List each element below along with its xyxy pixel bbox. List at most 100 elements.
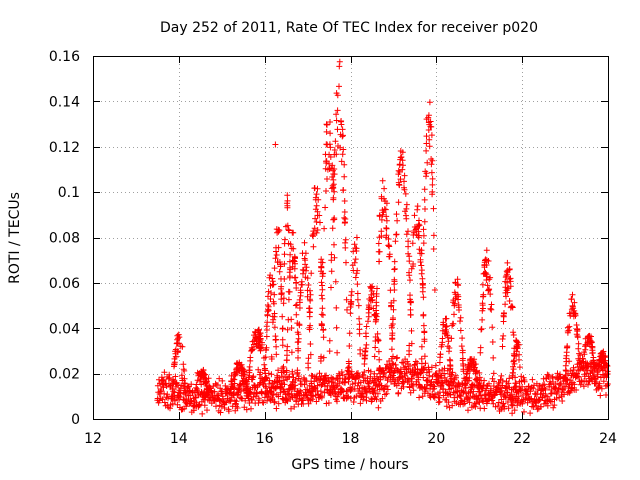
x-tick-label: 18 — [342, 431, 360, 447]
data-point — [429, 188, 436, 195]
data-point — [373, 293, 380, 300]
data-point — [322, 204, 329, 211]
data-point — [437, 351, 444, 358]
data-point — [169, 400, 176, 407]
data-point — [338, 121, 345, 128]
data-point — [316, 212, 323, 219]
data-point — [467, 390, 474, 396]
data-point — [391, 276, 398, 283]
data-point — [436, 389, 443, 396]
data-point — [598, 352, 605, 359]
data-point — [487, 305, 494, 312]
data-point — [365, 318, 371, 325]
data-point — [568, 296, 575, 302]
data-point — [311, 185, 318, 191]
data-point — [502, 274, 509, 281]
data-point — [354, 281, 361, 288]
data-point — [448, 375, 455, 382]
data-point — [421, 218, 428, 225]
data-point — [460, 368, 467, 375]
data-point — [482, 270, 489, 277]
data-point — [383, 383, 390, 389]
data-point — [354, 296, 361, 303]
data-point — [441, 374, 448, 381]
data-point — [287, 251, 294, 258]
data-point — [277, 384, 283, 391]
data-point — [530, 385, 537, 392]
data-point — [242, 397, 249, 404]
data-point — [274, 259, 281, 266]
data-point — [318, 279, 325, 286]
data-point — [269, 281, 276, 288]
data-point — [489, 324, 496, 331]
data-point — [330, 181, 337, 188]
data-point — [548, 390, 555, 397]
data-point — [539, 382, 546, 389]
data-point — [342, 236, 349, 243]
data-point — [405, 228, 411, 235]
data-point — [436, 359, 443, 366]
data-point — [334, 126, 341, 133]
data-point — [405, 238, 412, 245]
data-point — [376, 213, 383, 220]
data-point — [284, 222, 291, 229]
data-point — [401, 172, 408, 179]
data-point — [301, 239, 308, 246]
data-point — [354, 267, 361, 274]
data-point — [339, 126, 346, 133]
y-tick-label: 0 — [71, 412, 80, 428]
data-point — [445, 399, 452, 406]
data-point — [465, 407, 471, 414]
data-point — [442, 315, 449, 322]
data-point — [500, 400, 507, 407]
data-point — [348, 288, 355, 295]
data-point — [281, 251, 288, 258]
data-point — [303, 264, 310, 271]
data-point — [457, 318, 463, 325]
data-point — [362, 330, 369, 337]
data-point — [328, 257, 335, 264]
data-point — [271, 265, 278, 272]
data-point — [311, 378, 318, 385]
data-point — [500, 332, 507, 339]
data-point — [580, 358, 587, 365]
data-point — [247, 357, 254, 364]
data-point — [518, 373, 525, 380]
data-point — [410, 229, 417, 236]
data-point — [435, 394, 442, 401]
data-point — [339, 151, 346, 158]
data-point — [504, 259, 511, 266]
data-point — [506, 375, 513, 382]
data-point — [426, 99, 433, 106]
data-point — [382, 198, 389, 205]
data-point — [288, 349, 295, 356]
data-point — [378, 195, 385, 202]
data-point — [596, 357, 603, 364]
data-point — [213, 403, 219, 410]
data-point — [426, 143, 433, 150]
data-point — [272, 255, 279, 262]
data-point — [363, 389, 370, 396]
data-point — [511, 407, 518, 414]
data-point — [332, 138, 339, 145]
data-point — [448, 335, 455, 342]
data-point — [407, 277, 413, 284]
data-point — [534, 386, 541, 393]
data-point — [280, 295, 287, 302]
data-point — [566, 310, 573, 317]
data-point — [431, 287, 438, 293]
data-point — [420, 312, 427, 319]
data-point — [575, 367, 582, 374]
data-point — [403, 205, 410, 212]
data-point — [238, 367, 245, 374]
data-point — [259, 390, 265, 397]
data-point — [391, 287, 398, 293]
data-point — [301, 381, 308, 388]
data-point — [403, 231, 410, 238]
data-point — [530, 404, 537, 410]
data-point — [385, 236, 392, 242]
data-point — [489, 375, 496, 382]
data-point — [395, 389, 402, 396]
data-point — [521, 408, 527, 415]
data-point — [317, 355, 324, 362]
